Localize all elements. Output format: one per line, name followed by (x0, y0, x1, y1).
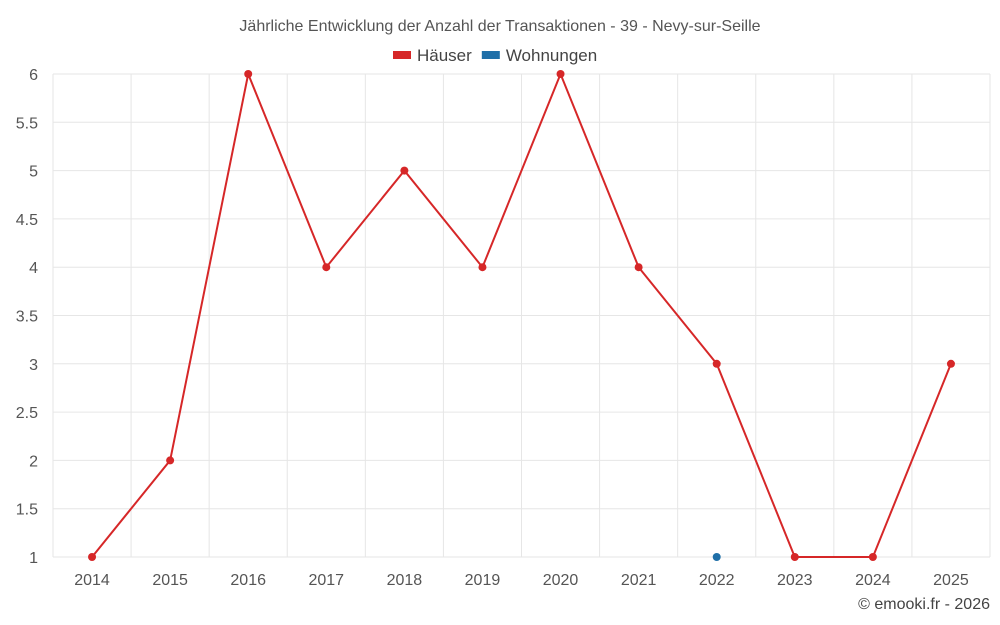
legend-swatch-wohnungen (481, 51, 500, 59)
y-tick-label: 1 (29, 550, 38, 567)
legend-item-wohnungen[interactable]: Wohnungen (481, 46, 597, 65)
series-layer (88, 70, 955, 561)
y-tick-label: 4 (29, 260, 38, 277)
data-point-haeuser[interactable] (88, 553, 97, 561)
x-tick-label: 2023 (777, 572, 813, 589)
x-axis-ticks: 2014 2015 2016 2017 2018 2019 2020 2021 2022 2023… (74, 572, 969, 589)
legend-label-wohnungen: Wohnungen (506, 46, 597, 65)
x-tick-label: 2024 (855, 572, 891, 589)
x-tick-label: 2015 (152, 572, 188, 589)
y-tick-label: 3 (29, 357, 38, 374)
y-axis-ticks: 1 1.5 2 2.5 3 3.5 4 4.5 5 5.5 6 (16, 67, 38, 567)
y-tick-label: 2 (29, 453, 38, 470)
x-tick-label: 2022 (699, 572, 735, 589)
data-point-haeuser[interactable] (166, 456, 175, 465)
legend-label-haeuser: Häuser (417, 46, 472, 65)
data-point-wohnungen[interactable] (712, 553, 721, 561)
y-tick-label: 4.5 (16, 212, 38, 229)
x-tick-label: 2018 (387, 572, 423, 589)
y-tick-label: 1.5 (16, 502, 38, 519)
x-tick-label: 2017 (308, 572, 344, 589)
data-point-haeuser[interactable] (400, 166, 409, 175)
x-tick-label: 2020 (543, 572, 579, 589)
data-point-haeuser[interactable] (790, 553, 799, 561)
y-tick-label: 5 (29, 164, 38, 181)
chart-title: Jährliche Entwicklung der Anzahl der Tra… (239, 18, 760, 35)
data-point-haeuser[interactable] (868, 553, 877, 561)
data-point-haeuser[interactable] (322, 263, 331, 272)
legend: Häuser Wohnungen (393, 46, 597, 65)
data-point-haeuser[interactable] (634, 263, 643, 272)
legend-swatch-haeuser (393, 51, 411, 59)
x-tick-label: 2025 (933, 572, 969, 589)
grid-lines (52, 73, 991, 558)
data-point-haeuser[interactable] (712, 359, 721, 368)
y-tick-label: 5.5 (16, 115, 38, 132)
data-point-haeuser[interactable] (244, 70, 253, 78)
series-line-haeuser (91, 70, 952, 558)
y-tick-label: 3.5 (16, 309, 38, 326)
x-tick-label: 2019 (465, 572, 501, 589)
x-tick-label: 2016 (230, 572, 266, 589)
data-point-haeuser[interactable] (478, 263, 487, 272)
legend-item-haeuser[interactable]: Häuser (393, 46, 472, 65)
data-point-haeuser[interactable] (556, 70, 565, 78)
x-tick-label: 2021 (621, 572, 657, 589)
y-tick-label: 2.5 (16, 405, 38, 422)
data-point-haeuser[interactable] (946, 359, 955, 368)
credit-text: © emooki.fr - 2026 (858, 596, 990, 613)
x-tick-label: 2014 (74, 572, 110, 589)
y-tick-label: 6 (29, 67, 38, 84)
